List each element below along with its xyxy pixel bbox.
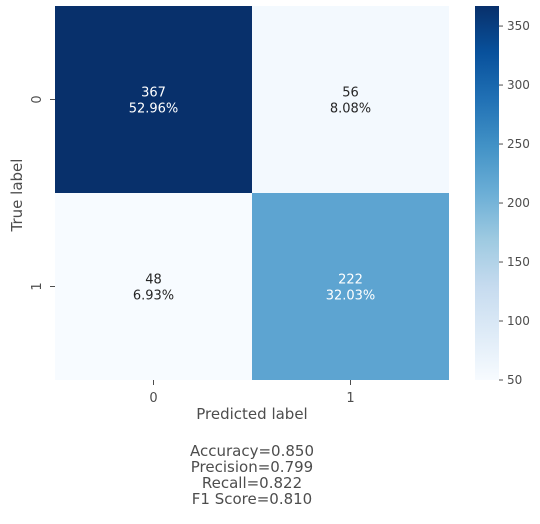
cell-count-0-1: 56: [342, 86, 359, 101]
metric-f1-score: F1 Score=0.810: [192, 490, 312, 508]
colorbar-ticks: 50 100 150 200 250 300 350: [499, 19, 530, 387]
metrics-summary: Accuracy=0.850 Precision=0.799 Recall=0.…: [190, 442, 314, 508]
heatmap-cell-0-1: [252, 6, 449, 193]
heatmap-cell-0-0: [55, 6, 252, 193]
cell-percent-0-0: 52.96%: [129, 102, 179, 117]
colorbar: 50 100 150 200 250 300 350: [475, 6, 530, 387]
colorbar-tick-label-2: 150: [507, 255, 530, 269]
cell-count-1-1: 222: [338, 273, 363, 288]
colorbar-tick-label-1: 100: [507, 314, 530, 328]
x-tick-label-0: 0: [149, 391, 157, 406]
cell-percent-0-1: 8.08%: [330, 102, 371, 117]
colorbar-tick-label-3: 200: [507, 196, 530, 210]
y-axis-label: True label: [8, 159, 26, 233]
cell-count-0-0: 367: [141, 86, 166, 101]
y-tick-label-0: 0: [30, 95, 45, 103]
cell-percent-1-1: 32.03%: [326, 289, 376, 304]
metric-recall: Recall=0.822: [202, 474, 302, 492]
colorbar-tick-label-0: 50: [507, 373, 522, 387]
cell-count-1-0: 48: [145, 273, 162, 288]
colorbar-tick-label-6: 350: [507, 19, 530, 33]
colorbar-tick-label-4: 250: [507, 137, 530, 151]
y-tick-label-1: 1: [30, 282, 45, 290]
metric-accuracy: Accuracy=0.850: [190, 442, 314, 460]
x-tick-label-1: 1: [346, 391, 354, 406]
heatmap-cells: [55, 6, 449, 380]
heatmap-cell-1-1: [252, 193, 449, 380]
y-ticks: 01: [30, 95, 55, 291]
colorbar-tick-label-5: 300: [507, 78, 530, 92]
heatmap-cell-1-0: [55, 193, 252, 380]
x-axis-label: Predicted label: [196, 405, 307, 423]
metric-precision: Precision=0.799: [191, 458, 313, 476]
cell-percent-1-0: 6.93%: [133, 289, 174, 304]
colorbar-gradient: [475, 6, 499, 380]
